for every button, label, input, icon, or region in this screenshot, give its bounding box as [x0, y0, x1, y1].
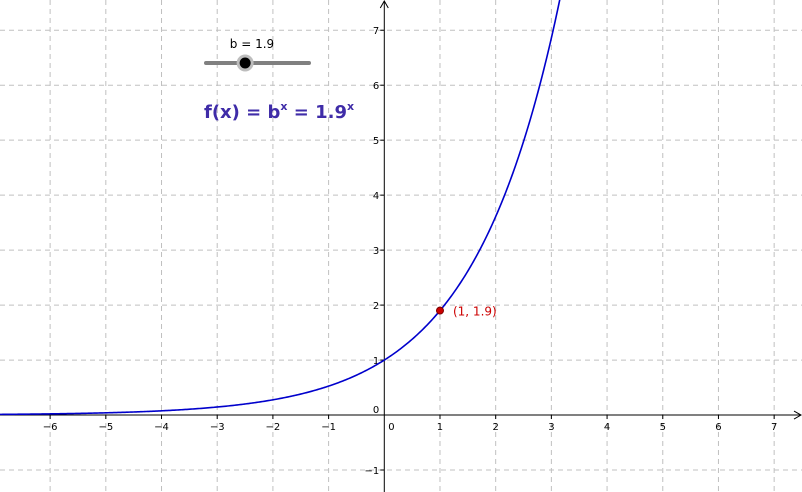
y-tick-label: 4 — [373, 191, 379, 202]
x-tick-label: −5 — [98, 422, 113, 433]
axis-ticks: −6 −5 −4 −3 −2 −1 0 1 2 3 4 5 6 7 −1 0 1 2 3 4 5 6 7 — [43, 26, 778, 477]
formula-exponent-1: x — [280, 100, 287, 113]
x-tick-label: −1 — [321, 422, 336, 433]
slider-b[interactable]: b = 1.9 — [204, 37, 311, 72]
y-tick-label: 6 — [373, 81, 379, 92]
x-tick-label: 1 — [437, 422, 443, 433]
x-tick-label: −6 — [43, 422, 58, 433]
y-tick-label: 1 — [373, 356, 379, 367]
y-tick-label: 7 — [373, 26, 379, 37]
x-tick-label: 0 — [388, 422, 394, 433]
function-formula: f(x) = bx = 1.9x — [204, 100, 354, 123]
x-tick-label: 2 — [492, 422, 498, 433]
y-tick-label: 0 — [373, 405, 379, 416]
x-axis-arrow — [793, 410, 802, 420]
x-tick-label: 6 — [715, 422, 721, 433]
x-tick-label: 7 — [771, 422, 777, 433]
x-tick-label: 3 — [548, 422, 554, 433]
point-a[interactable] — [435, 306, 444, 315]
slider-knob[interactable] — [239, 57, 251, 69]
formula-lhs: f(x) = b — [204, 102, 281, 123]
y-tick-label: 5 — [373, 136, 379, 147]
y-axis-arrow — [379, 0, 389, 9]
y-tick-label: 2 — [373, 301, 379, 312]
x-tick-label: −4 — [154, 422, 169, 433]
slider-label: b = 1.9 — [230, 37, 274, 51]
point-label: (1, 1.9) — [453, 305, 497, 319]
x-tick-label: 4 — [604, 422, 610, 433]
formula-mid: = 1.9 — [288, 102, 348, 123]
x-tick-label: 5 — [660, 422, 666, 433]
y-tick-label: −1 — [365, 466, 380, 477]
formula-exponent-2: x — [347, 100, 354, 113]
x-tick-label: −2 — [266, 422, 281, 433]
function-curve[interactable] — [0, 0, 562, 416]
x-tick-label: −3 — [210, 422, 225, 433]
y-tick-label: 3 — [373, 246, 379, 257]
